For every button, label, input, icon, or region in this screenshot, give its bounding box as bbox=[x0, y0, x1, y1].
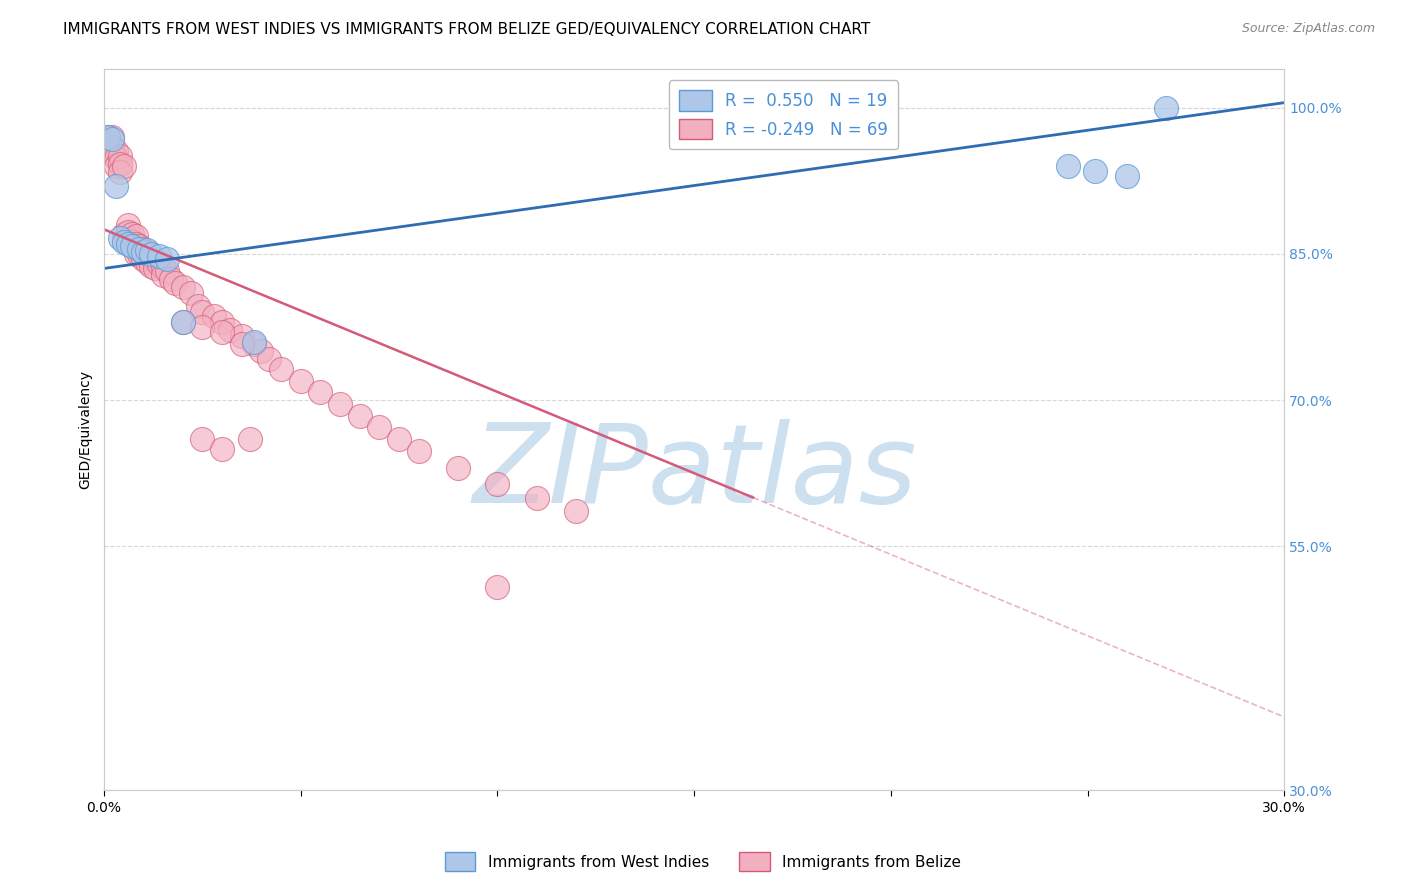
Point bbox=[187, 300, 209, 314]
Point bbox=[101, 139, 124, 153]
Point bbox=[112, 159, 135, 173]
Point bbox=[104, 178, 127, 193]
Point bbox=[408, 443, 430, 458]
Point bbox=[121, 235, 143, 249]
Point bbox=[141, 259, 163, 273]
Point bbox=[242, 334, 264, 349]
Point bbox=[152, 260, 174, 275]
Point bbox=[108, 165, 131, 179]
Point bbox=[117, 225, 139, 239]
Point bbox=[136, 254, 159, 268]
Point bbox=[250, 344, 273, 359]
Y-axis label: GED/Equivalency: GED/Equivalency bbox=[79, 370, 93, 489]
Text: IMMIGRANTS FROM WEST INDIES VS IMMIGRANTS FROM BELIZE GED/EQUIVALENCY CORRELATIO: IMMIGRANTS FROM WEST INDIES VS IMMIGRANT… bbox=[63, 22, 870, 37]
Point bbox=[152, 268, 174, 283]
Point bbox=[329, 397, 352, 411]
Point bbox=[136, 244, 159, 259]
Point bbox=[172, 280, 194, 294]
Point bbox=[211, 315, 233, 329]
Point bbox=[172, 315, 194, 329]
Point bbox=[526, 491, 548, 505]
Point bbox=[97, 129, 120, 144]
Point bbox=[117, 232, 139, 246]
Point bbox=[191, 305, 214, 319]
Point bbox=[368, 420, 391, 434]
Point bbox=[108, 149, 131, 163]
Point bbox=[486, 580, 509, 594]
Point bbox=[101, 129, 124, 144]
Point bbox=[104, 145, 127, 159]
Point bbox=[124, 247, 146, 261]
Point bbox=[132, 252, 155, 266]
Point bbox=[112, 235, 135, 249]
Point bbox=[447, 461, 470, 475]
Point bbox=[1084, 164, 1107, 178]
Point bbox=[1057, 159, 1080, 173]
Point bbox=[121, 227, 143, 242]
Point bbox=[143, 261, 166, 276]
Point bbox=[163, 276, 186, 290]
Point bbox=[191, 320, 214, 334]
Point bbox=[148, 256, 170, 270]
Point bbox=[160, 272, 183, 286]
Point bbox=[117, 218, 139, 232]
Point bbox=[101, 147, 124, 161]
Point bbox=[108, 157, 131, 171]
Point bbox=[148, 249, 170, 263]
Point bbox=[349, 409, 371, 423]
Point bbox=[124, 237, 146, 252]
Point bbox=[172, 315, 194, 329]
Point bbox=[202, 309, 225, 323]
Point bbox=[156, 252, 179, 266]
Point bbox=[239, 432, 262, 446]
Legend: R =  0.550   N = 19, R = -0.249   N = 69: R = 0.550 N = 19, R = -0.249 N = 69 bbox=[669, 80, 898, 150]
Point bbox=[270, 362, 292, 376]
Point bbox=[219, 323, 242, 337]
Point bbox=[231, 328, 253, 343]
Point bbox=[143, 252, 166, 267]
Point bbox=[486, 477, 509, 491]
Point bbox=[108, 231, 131, 245]
Text: ZIPatlas: ZIPatlas bbox=[472, 419, 917, 526]
Point bbox=[231, 336, 253, 351]
Point bbox=[121, 239, 143, 253]
Point bbox=[309, 385, 332, 400]
Point bbox=[112, 227, 135, 242]
Point bbox=[104, 159, 127, 173]
Point bbox=[211, 442, 233, 456]
Point bbox=[156, 264, 179, 278]
Point bbox=[242, 336, 264, 351]
Point bbox=[132, 244, 155, 259]
Point bbox=[388, 432, 411, 446]
Point bbox=[1116, 169, 1139, 183]
Point bbox=[1156, 101, 1178, 115]
Point bbox=[97, 141, 120, 155]
Point bbox=[141, 247, 163, 261]
Point bbox=[117, 237, 139, 252]
Point bbox=[128, 247, 150, 261]
Point bbox=[128, 242, 150, 256]
Point bbox=[259, 352, 281, 367]
Point bbox=[180, 285, 202, 300]
Point bbox=[97, 135, 120, 149]
Point bbox=[132, 242, 155, 256]
Point bbox=[136, 243, 159, 257]
Point bbox=[128, 239, 150, 253]
Point bbox=[565, 504, 588, 518]
Point bbox=[211, 325, 233, 339]
Point bbox=[290, 374, 312, 388]
Legend: Immigrants from West Indies, Immigrants from Belize: Immigrants from West Indies, Immigrants … bbox=[439, 847, 967, 877]
Point bbox=[124, 229, 146, 244]
Point bbox=[97, 129, 120, 144]
Point bbox=[104, 151, 127, 165]
Point bbox=[101, 132, 124, 146]
Point bbox=[141, 249, 163, 263]
Point bbox=[191, 432, 214, 446]
Text: Source: ZipAtlas.com: Source: ZipAtlas.com bbox=[1241, 22, 1375, 36]
